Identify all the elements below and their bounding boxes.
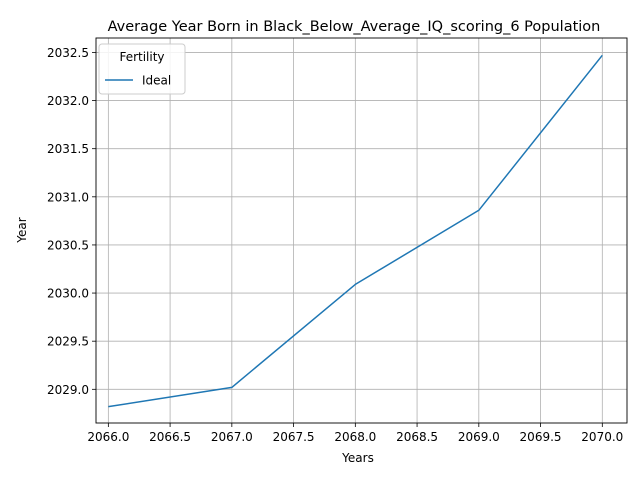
legend-box: [98, 43, 186, 95]
x-tick-label: 2067.0: [211, 430, 253, 444]
x-tick-label: 2070.0: [581, 430, 623, 444]
y-tick-label: 2029.0: [47, 383, 89, 397]
plot-frame: [95, 37, 628, 424]
grid-lines: [96, 38, 627, 423]
y-tick-label: 2029.5: [47, 335, 89, 349]
x-tick-label: 2069.5: [520, 430, 562, 444]
x-tick-label: 2067.5: [273, 430, 315, 444]
legend-label: Ideal: [142, 74, 171, 88]
x-tick-label: 2066.5: [149, 430, 191, 444]
y-tick-label: 2032.5: [47, 46, 89, 60]
x-tick-label: 2068.5: [396, 430, 438, 444]
series-layer: [108, 54, 603, 408]
x-tick-label: 2066.0: [87, 430, 129, 444]
chart-title: Average Year Born in Black_Below_Average…: [108, 19, 601, 35]
x-tick-label: 2069.0: [458, 430, 500, 444]
y-tick-label: 2031.0: [47, 190, 89, 204]
y-axis-ticks: 2029.0 2029.5 2030.0 2030.5 2031.0 2031.5 2032…: [47, 46, 96, 397]
x-tick-label: 2068.0: [334, 430, 376, 444]
y-tick-label: 2032.0: [47, 94, 89, 108]
legend-title: Fertility: [119, 50, 164, 64]
legend: Fertility Ideal: [98, 43, 186, 95]
y-tick-label: 2031.5: [47, 142, 89, 156]
y-axis-label: Year: [15, 217, 29, 243]
y-tick-label: 2030.5: [47, 238, 89, 252]
series-line-ideal: [108, 54, 603, 408]
x-axis-label: Years: [341, 451, 374, 465]
y-tick-label: 2030.0: [47, 287, 89, 301]
x-axis-ticks: 2066.0 2066.5 2067.0 2067.5 2068.0 2068.5 2069…: [87, 423, 623, 444]
